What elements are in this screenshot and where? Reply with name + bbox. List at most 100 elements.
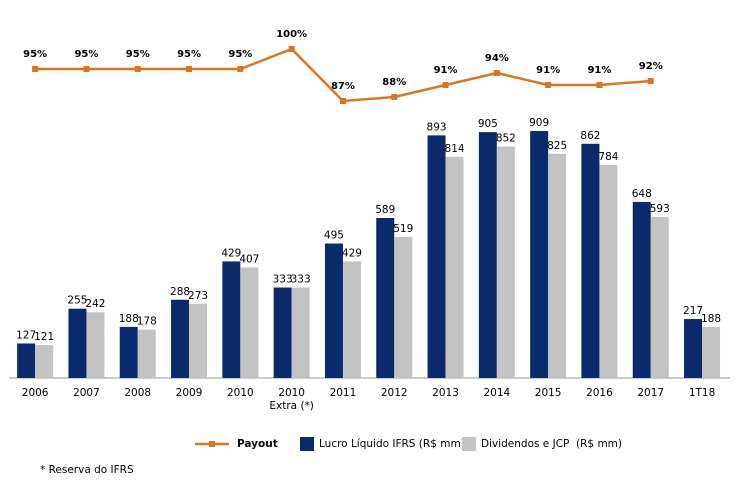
data-label: 95%: [228, 49, 252, 60]
x-tick-label: 2007: [73, 387, 100, 399]
data-label: 94%: [485, 53, 509, 64]
data-label: 178: [137, 316, 157, 328]
data-label: 121: [34, 331, 54, 343]
data-label: 88%: [382, 77, 406, 88]
data-label: 862: [580, 130, 600, 142]
data-label: 333: [273, 274, 293, 286]
data-label: 273: [188, 290, 208, 302]
data-label: 91%: [536, 65, 560, 76]
data-label: 91%: [587, 65, 611, 76]
line-marker: [647, 78, 654, 84]
line-marker: [83, 66, 90, 72]
bar: [35, 345, 54, 378]
legend-label: Lucro Líquido IFRS (R$ mm): [319, 438, 465, 450]
legend-swatch: [462, 437, 476, 451]
line-marker: [339, 98, 346, 104]
legend-swatch: [300, 437, 314, 451]
data-label: 95%: [126, 49, 150, 60]
x-tick-label: 2017: [637, 387, 665, 399]
bar: [702, 326, 721, 378]
data-label: 648: [632, 188, 652, 200]
data-label: 217: [683, 305, 703, 317]
data-label: 825: [547, 140, 567, 152]
bar: [189, 303, 208, 378]
data-label: 429: [342, 247, 362, 259]
bar: [427, 135, 446, 378]
data-label: 95%: [177, 49, 201, 60]
line-marker: [545, 82, 552, 88]
footnote: * Reserva do IFRS: [40, 464, 134, 476]
bar: [119, 326, 138, 378]
data-label: 784: [598, 151, 618, 163]
x-tick-label: 2013: [432, 387, 459, 399]
data-label: 814: [445, 143, 465, 155]
legend-label: Dividendos e JCP (R$ mm): [481, 438, 622, 450]
data-label: 333: [291, 274, 311, 286]
x-tick-label: 2014: [483, 387, 511, 399]
data-label: 852: [496, 133, 516, 145]
data-label: 429: [221, 247, 241, 259]
data-label: 909: [529, 117, 549, 129]
line-marker: [134, 66, 141, 72]
x-tick-label: 2009: [175, 387, 203, 399]
x-tick-label: 2016: [586, 387, 613, 399]
line-marker: [186, 66, 193, 72]
line-marker: [442, 82, 449, 88]
data-label: 127: [16, 329, 36, 341]
x-tick-label: 2010 Extra (*): [269, 387, 314, 412]
bar: [273, 287, 292, 378]
data-label: 92%: [639, 61, 663, 72]
legend-marker: [209, 441, 215, 447]
x-tick-label: 2010: [226, 387, 254, 399]
data-label: 255: [67, 295, 87, 307]
data-label: 95%: [74, 49, 98, 60]
bar: [650, 216, 669, 378]
x-tick-label: 2011: [329, 387, 357, 399]
line-marker: [32, 66, 39, 72]
bar: [137, 329, 156, 378]
bar: [632, 201, 651, 378]
x-tick-label: 2006: [21, 387, 49, 399]
data-label: 893: [427, 121, 447, 133]
data-label: 519: [393, 223, 413, 235]
data-label: 495: [324, 230, 344, 242]
data-label: 87%: [331, 81, 355, 92]
line-marker: [493, 70, 500, 76]
line-marker: [237, 66, 244, 72]
bar: [222, 261, 241, 378]
line-marker: [596, 82, 603, 88]
bar: [478, 132, 497, 378]
bar: [548, 153, 567, 378]
x-tick-label: 2015: [534, 387, 562, 399]
bar: [581, 143, 600, 378]
bar: [86, 312, 105, 378]
x-tick-label: 2008: [124, 387, 152, 399]
legend-label: Payout: [237, 438, 278, 450]
data-label: 188: [701, 313, 721, 325]
bar: [17, 343, 36, 378]
bar: [342, 261, 361, 378]
bar: [68, 308, 87, 378]
bar: [599, 164, 618, 378]
data-label: 589: [375, 204, 395, 216]
bar: [171, 299, 190, 378]
bar: [496, 146, 515, 378]
data-label: 288: [170, 286, 190, 298]
bar: [376, 217, 395, 378]
bar: [324, 243, 343, 378]
data-label: 905: [478, 118, 498, 130]
data-label: 100%: [276, 29, 307, 40]
bar: [530, 131, 549, 378]
data-label: 242: [85, 298, 105, 310]
x-tick-label: 2012: [380, 387, 408, 399]
data-label: 188: [119, 313, 139, 325]
bar: [394, 236, 413, 378]
data-label: 593: [650, 203, 670, 215]
data-label: 407: [239, 253, 259, 265]
bar: [445, 156, 464, 378]
data-label: 95%: [23, 49, 47, 60]
bar: [684, 319, 703, 378]
line-marker: [391, 94, 398, 100]
